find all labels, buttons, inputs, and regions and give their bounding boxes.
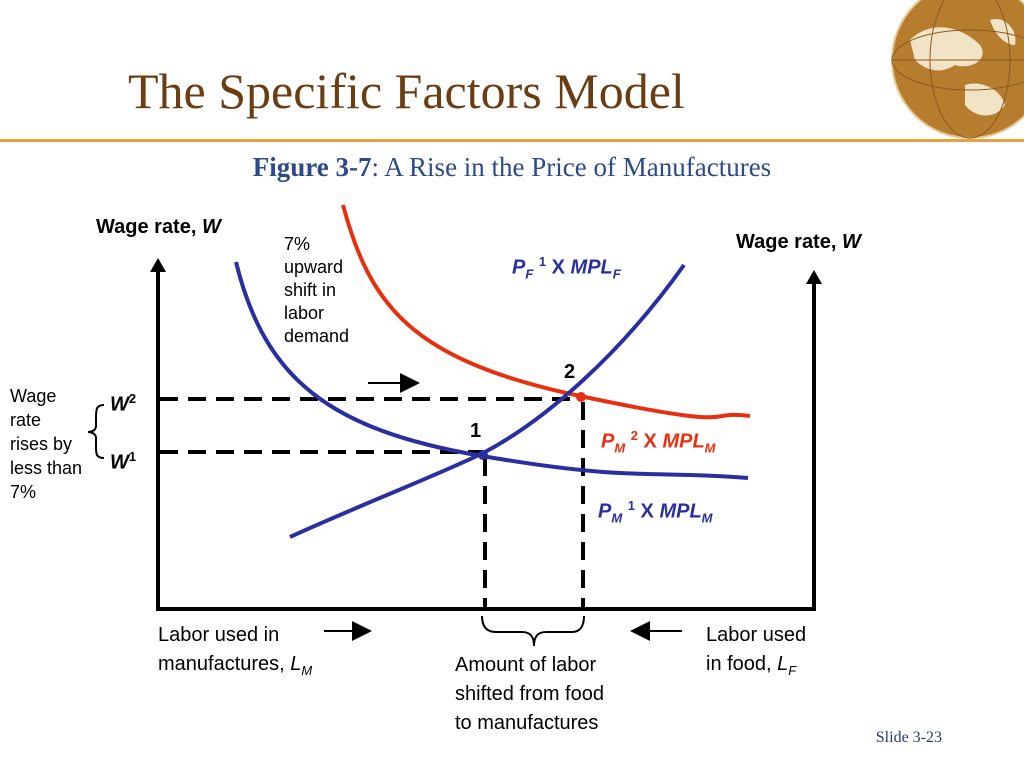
labor-shifted-note: Amount of labor shifted from food to man… <box>455 654 604 734</box>
shift-note: 7% upward shift in labor demand <box>284 234 350 346</box>
wage-brace-icon <box>87 404 105 459</box>
figure-caption: Figure 3-7: A Rise in the Price of Manuf… <box>0 152 1024 183</box>
point-1-label: 1 <box>470 420 482 442</box>
slide-title: The Specific Factors Model <box>128 63 685 119</box>
curve-pm1-label: PM 1 X MPLM <box>598 498 713 526</box>
left-axis-label: Wage rate, W <box>96 216 221 238</box>
globe-logo <box>891 0 1024 139</box>
right-axis-label: Wage rate, W <box>736 231 861 253</box>
title-divider <box>0 139 1024 142</box>
right-axis-arrow-icon <box>806 270 822 284</box>
labor-manufactures-label: Labor used in manufactures, LM <box>158 624 313 678</box>
equilibrium-point-1 <box>478 450 488 460</box>
w1-label: W1 <box>110 449 137 474</box>
curve-pm2-mplm <box>341 204 751 420</box>
labor-brace-icon <box>481 615 585 647</box>
point-2-label: 2 <box>564 361 576 383</box>
equilibrium-point-2 <box>576 392 586 402</box>
wage-note: Wage rate rises by less than 7% <box>10 386 83 502</box>
curve-pf-label: PF 1 X MPLF <box>512 254 621 282</box>
left-axis-arrow-icon <box>150 258 166 272</box>
labor-food-label: Labor used in food, LF <box>706 624 807 678</box>
figure-title: : A Rise in the Price of Manufactures <box>371 152 772 182</box>
w2-label: W2 <box>110 391 137 416</box>
curve-pm2-label: PM 2 X MPLM <box>601 428 716 456</box>
slide-number: Slide 3-23 <box>875 729 942 746</box>
figure-ref: Figure 3-7 <box>252 152 372 182</box>
